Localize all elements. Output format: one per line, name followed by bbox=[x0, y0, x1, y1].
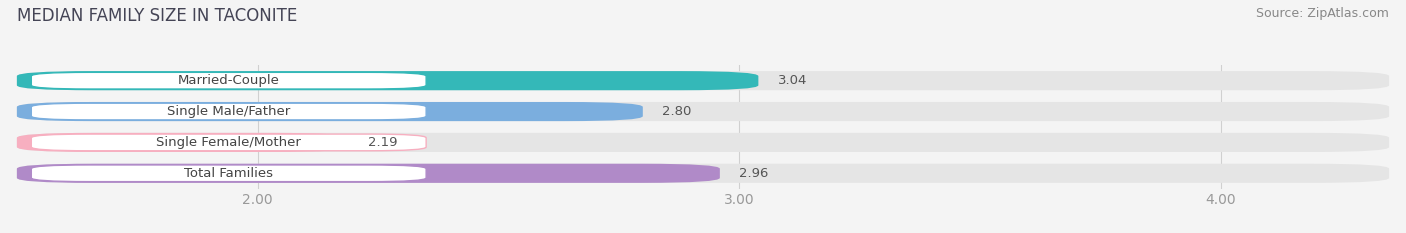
FancyBboxPatch shape bbox=[31, 103, 426, 120]
FancyBboxPatch shape bbox=[17, 164, 1389, 183]
Text: Source: ZipAtlas.com: Source: ZipAtlas.com bbox=[1256, 7, 1389, 20]
Text: Single Female/Mother: Single Female/Mother bbox=[156, 136, 301, 149]
Text: Total Families: Total Families bbox=[184, 167, 273, 180]
Text: MEDIAN FAMILY SIZE IN TACONITE: MEDIAN FAMILY SIZE IN TACONITE bbox=[17, 7, 297, 25]
FancyBboxPatch shape bbox=[31, 72, 426, 89]
FancyBboxPatch shape bbox=[31, 134, 426, 151]
FancyBboxPatch shape bbox=[17, 133, 1389, 152]
Text: Married-Couple: Married-Couple bbox=[177, 74, 280, 87]
FancyBboxPatch shape bbox=[17, 102, 643, 121]
Text: 2.19: 2.19 bbox=[368, 136, 398, 149]
FancyBboxPatch shape bbox=[31, 165, 426, 182]
Text: 3.04: 3.04 bbox=[778, 74, 807, 87]
FancyBboxPatch shape bbox=[17, 71, 1389, 90]
FancyBboxPatch shape bbox=[17, 102, 1389, 121]
FancyBboxPatch shape bbox=[17, 71, 758, 90]
Text: Single Male/Father: Single Male/Father bbox=[167, 105, 291, 118]
FancyBboxPatch shape bbox=[17, 133, 349, 152]
Text: 2.80: 2.80 bbox=[662, 105, 692, 118]
Text: 2.96: 2.96 bbox=[740, 167, 769, 180]
FancyBboxPatch shape bbox=[17, 164, 720, 183]
